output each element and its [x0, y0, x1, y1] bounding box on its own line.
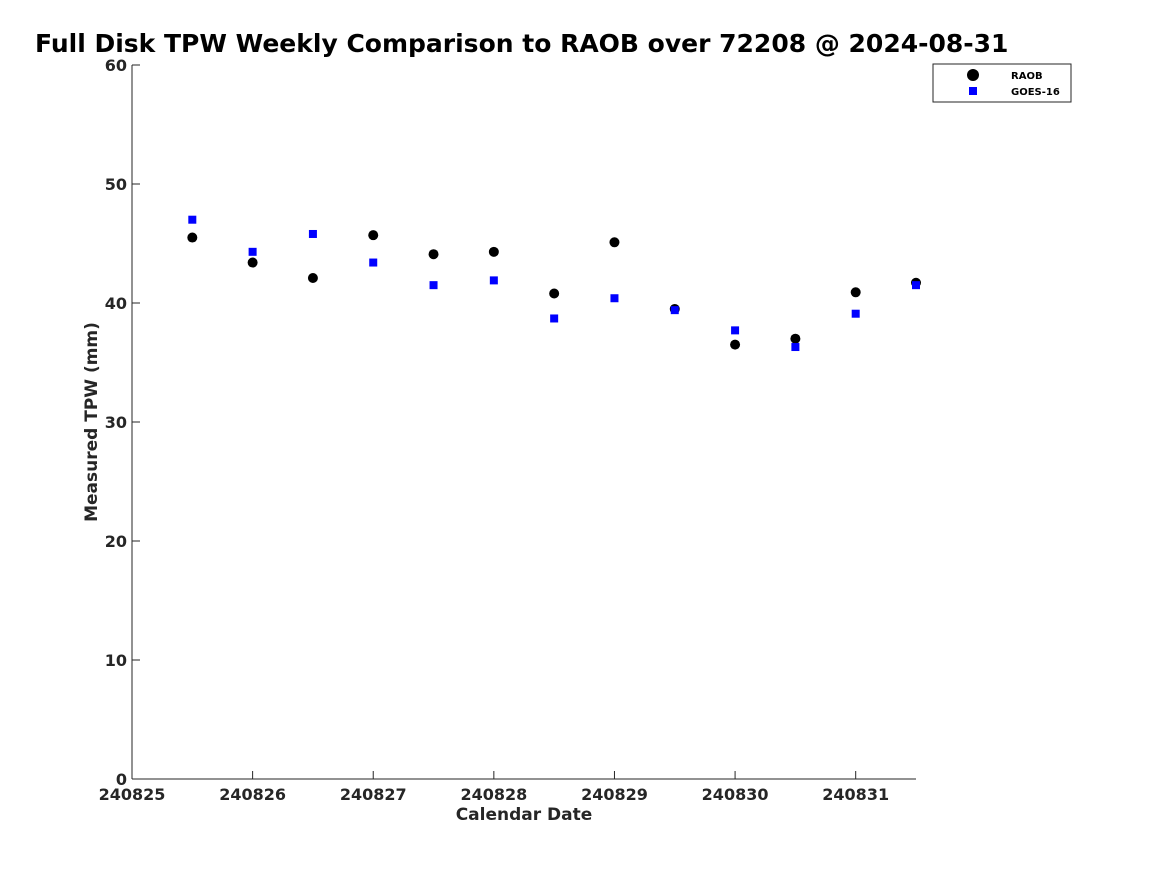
- legend-goes-16-marker: [969, 87, 977, 95]
- goes-16-point: [610, 294, 619, 303]
- goes-16-point: [791, 343, 800, 352]
- x-tick-label: 240827: [340, 785, 407, 804]
- raob-point: [488, 246, 499, 257]
- x-tick-label: 240828: [460, 785, 527, 804]
- y-ticks: 0 10 20 30 40 50 60: [105, 56, 140, 789]
- x-tick-label: 240826: [219, 785, 286, 804]
- data-markers: [187, 215, 921, 352]
- y-tick-label: 60: [105, 56, 127, 75]
- goes-16-point: [248, 247, 257, 256]
- raob-point: [187, 232, 198, 243]
- x-tick-label: 240825: [99, 785, 166, 804]
- raob-point: [790, 333, 801, 344]
- goes-16-point: [731, 326, 740, 335]
- legend-raob-label: RAOB: [1011, 71, 1043, 82]
- x-ticks: 240825 240826 240827 240828 240829 240830 2408…: [99, 771, 889, 804]
- x-tick-label: 240829: [581, 785, 648, 804]
- goes-16-point: [851, 309, 860, 318]
- raob-point: [730, 339, 741, 350]
- goes-16-point: [912, 281, 920, 290]
- y-tick-label: 0: [116, 770, 127, 789]
- y-tick-label: 20: [105, 532, 127, 551]
- raob-point: [850, 287, 861, 298]
- y-axis-label: Measured TPW (mm): [82, 322, 102, 522]
- raob-point: [609, 237, 620, 248]
- goes-16-point: [670, 306, 679, 315]
- goes-16-point: [308, 229, 317, 238]
- raob-point: [549, 288, 560, 299]
- legend-raob-marker: [967, 69, 979, 81]
- raob-point: [307, 273, 318, 284]
- x-tick-label: 240830: [702, 785, 769, 804]
- plot-area: [131, 65, 916, 780]
- y-tick-label: 40: [105, 294, 127, 313]
- legend-goes-16-label: GOES-16: [1011, 87, 1060, 98]
- raob-point: [368, 230, 379, 241]
- chart-title: Full Disk TPW Weekly Comparison to RAOB …: [35, 29, 1008, 58]
- goes-16-point: [188, 215, 197, 224]
- goes-16-point: [550, 314, 559, 323]
- y-tick-label: 10: [105, 651, 127, 670]
- goes-16-point: [489, 276, 498, 285]
- raob-point: [247, 257, 258, 268]
- goes-16-point: [429, 281, 438, 290]
- goes-16-point: [369, 258, 378, 267]
- legend-box: [932, 63, 1072, 103]
- legend: RAOB GOES-16: [932, 63, 1072, 103]
- raob-point: [428, 249, 439, 260]
- y-tick-label: 30: [105, 413, 127, 432]
- y-tick-label: 50: [105, 175, 127, 194]
- x-tick-label: 240831: [822, 785, 889, 804]
- x-axis-label: Calendar Date: [456, 805, 593, 825]
